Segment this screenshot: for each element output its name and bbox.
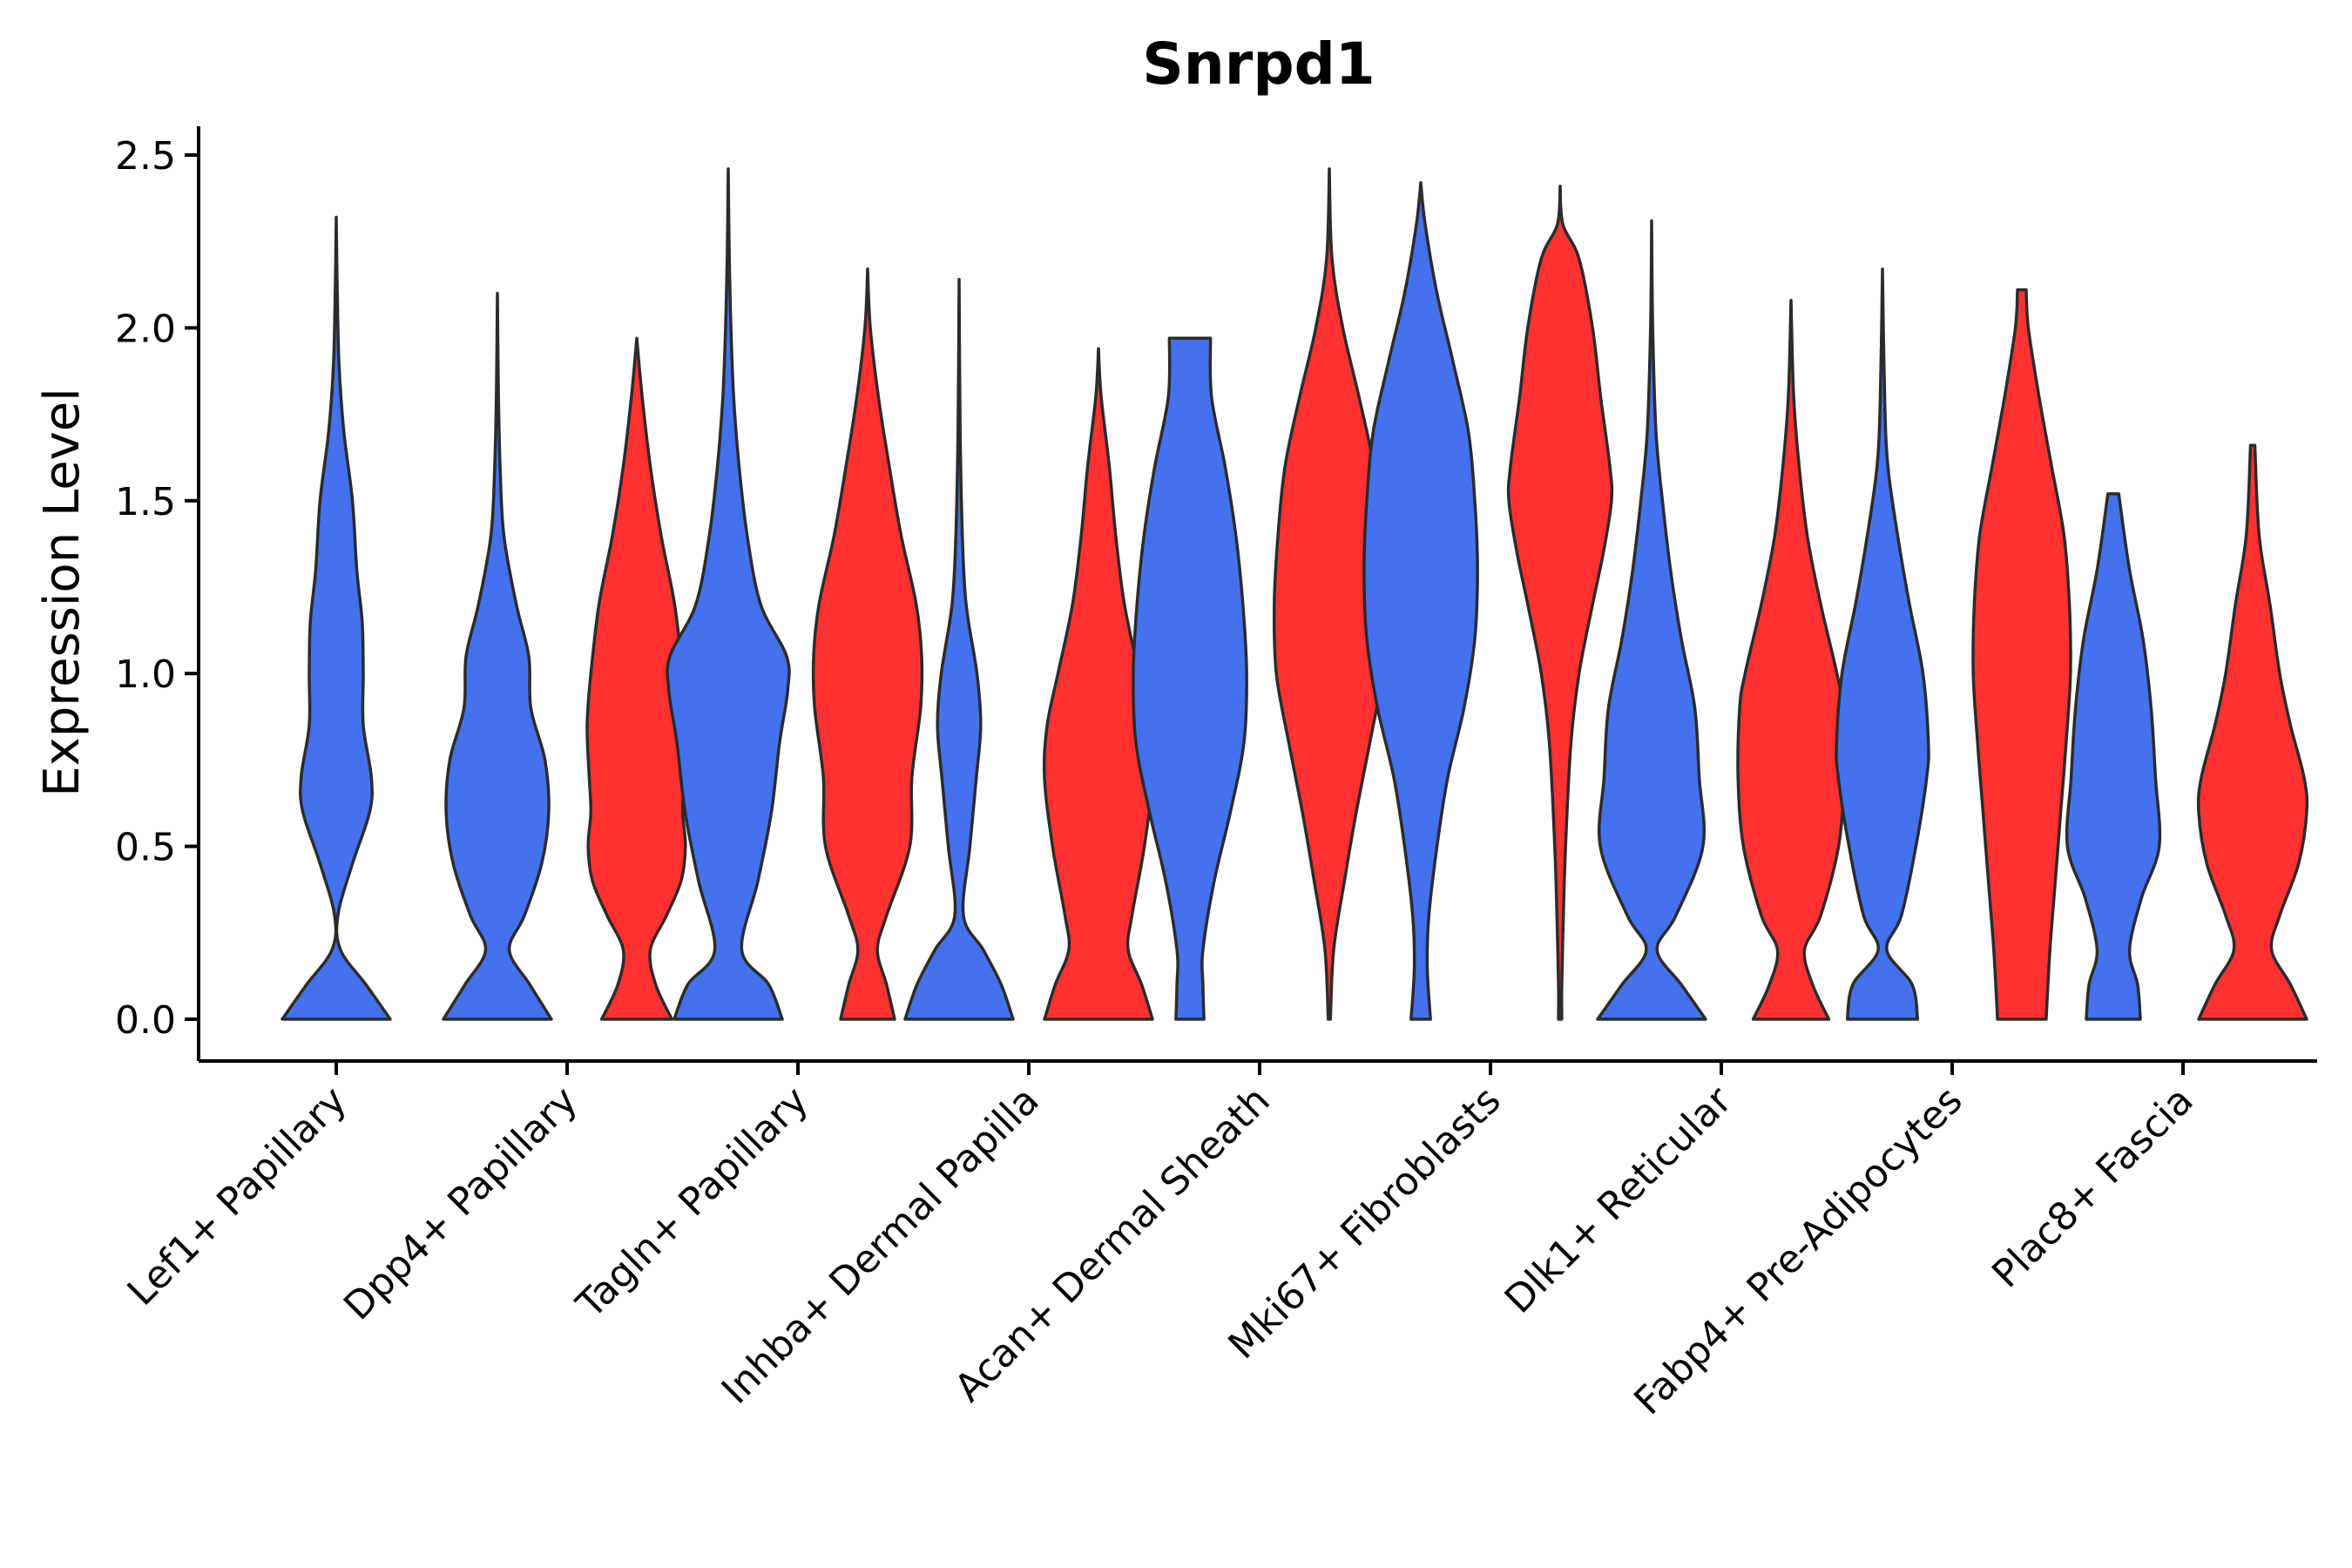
x-tick-label: Tagln+ Papillary xyxy=(568,1078,817,1328)
violin-blue xyxy=(1835,267,1930,1021)
y-axis-label: Expression Level xyxy=(34,388,91,797)
violin-red xyxy=(1272,167,1387,1021)
violin-red xyxy=(585,336,688,1021)
y-tick-label: 0.5 xyxy=(115,826,176,870)
y-tick-label: 1.5 xyxy=(115,480,176,524)
violin-blue xyxy=(280,215,392,1021)
x-tick-label: Dpp4+ Papillary xyxy=(335,1078,586,1329)
y-tick-label: 1.0 xyxy=(115,652,176,697)
violin-blue xyxy=(442,291,553,1021)
x-tick-label: Plac8+ Fascia xyxy=(1984,1078,2202,1297)
x-tick-label: Dlk1+ Reticular xyxy=(1497,1078,1741,1322)
violin-red xyxy=(2196,443,2309,1021)
violin-red xyxy=(1506,184,1614,1021)
violin-blue xyxy=(1132,336,1248,1021)
chart-title: Snrpd1 xyxy=(1142,30,1375,98)
violin-blue xyxy=(666,167,791,1021)
violin-blue xyxy=(903,278,1015,1021)
violin-layer xyxy=(280,167,2309,1021)
violin-blue xyxy=(1596,219,1707,1021)
violin-red xyxy=(811,267,924,1021)
y-tick-label: 0.0 xyxy=(115,998,176,1043)
y-tick-label: 2.5 xyxy=(115,134,176,179)
x-tick-label: Lef1+ Papillary xyxy=(119,1078,355,1315)
violin-red xyxy=(1042,347,1155,1021)
violin-blue xyxy=(1362,180,1479,1021)
violin-blue xyxy=(2065,492,2162,1021)
violin-red xyxy=(1971,288,2072,1021)
y-tick-label: 2.0 xyxy=(115,307,176,351)
violin-red xyxy=(1736,298,1846,1021)
